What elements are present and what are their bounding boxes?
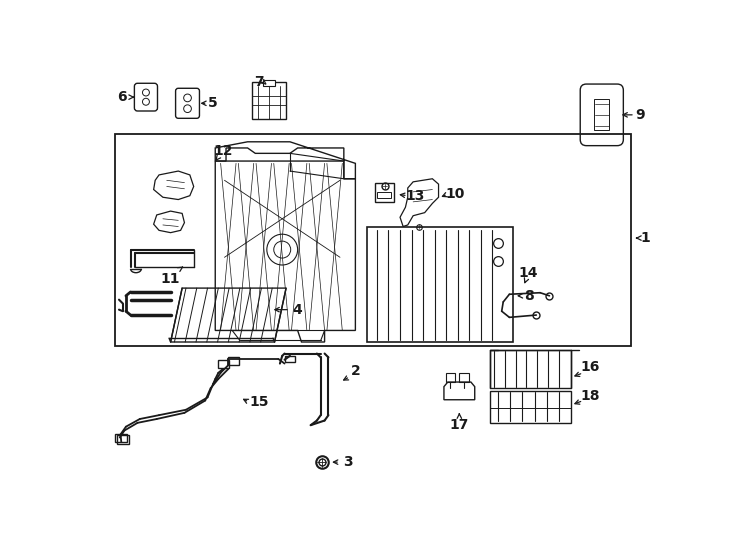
Bar xyxy=(490,350,571,388)
Text: 15: 15 xyxy=(250,395,269,409)
Text: 4: 4 xyxy=(293,302,302,316)
Bar xyxy=(117,435,129,444)
Text: 1: 1 xyxy=(640,231,650,245)
Bar xyxy=(446,373,456,382)
Bar xyxy=(263,80,275,86)
Bar xyxy=(285,356,295,362)
Text: 11: 11 xyxy=(161,272,181,286)
Text: 3: 3 xyxy=(343,455,352,469)
Text: 6: 6 xyxy=(117,90,127,104)
Bar xyxy=(490,390,571,423)
Text: 16: 16 xyxy=(581,360,600,374)
Bar xyxy=(367,226,513,342)
Bar xyxy=(252,82,286,119)
Text: 17: 17 xyxy=(450,418,469,432)
Text: 7: 7 xyxy=(254,75,264,89)
Text: 13: 13 xyxy=(406,188,425,202)
Text: 9: 9 xyxy=(636,108,645,122)
Text: 12: 12 xyxy=(213,144,233,158)
Text: 14: 14 xyxy=(519,266,538,280)
Bar xyxy=(594,99,609,130)
Bar xyxy=(115,134,631,346)
Text: 18: 18 xyxy=(581,389,600,403)
Bar xyxy=(459,373,468,382)
Bar xyxy=(374,183,394,202)
Text: 2: 2 xyxy=(351,364,360,378)
Bar xyxy=(115,434,128,442)
Text: 10: 10 xyxy=(446,187,465,201)
Bar xyxy=(228,357,239,365)
Text: 5: 5 xyxy=(208,96,218,110)
Text: 8: 8 xyxy=(524,289,534,303)
Bar xyxy=(218,361,229,368)
Bar xyxy=(377,192,390,198)
